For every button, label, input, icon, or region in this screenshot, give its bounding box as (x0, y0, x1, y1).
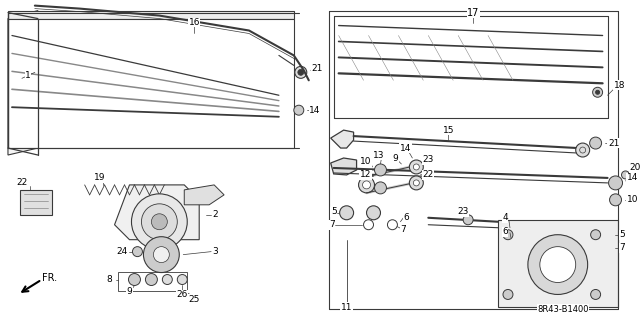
Text: 9: 9 (127, 287, 132, 296)
Text: 26: 26 (177, 290, 188, 299)
Text: 12: 12 (360, 170, 371, 180)
Text: 5: 5 (620, 230, 625, 239)
Polygon shape (8, 11, 38, 155)
Text: 2: 2 (212, 210, 218, 219)
Text: 22: 22 (16, 178, 28, 187)
Text: 22: 22 (422, 170, 434, 180)
Text: 14: 14 (400, 144, 411, 152)
Circle shape (154, 247, 170, 263)
Polygon shape (184, 185, 224, 205)
Text: 24: 24 (116, 247, 127, 256)
Circle shape (593, 87, 603, 97)
Text: 17: 17 (467, 8, 479, 18)
Circle shape (596, 90, 600, 94)
Bar (20, 190, 52, 215)
Text: 25: 25 (189, 295, 200, 304)
Text: 9: 9 (392, 153, 398, 162)
Circle shape (295, 66, 307, 78)
Circle shape (609, 176, 623, 190)
Text: 16: 16 (188, 18, 200, 27)
Circle shape (163, 275, 172, 285)
Circle shape (129, 274, 140, 286)
Text: 21: 21 (311, 64, 323, 73)
Text: 23: 23 (422, 155, 434, 165)
Text: 15: 15 (442, 126, 454, 135)
Circle shape (503, 289, 513, 300)
Circle shape (609, 194, 621, 206)
Text: 3: 3 (212, 247, 218, 256)
Circle shape (340, 206, 353, 220)
Circle shape (177, 275, 188, 285)
Circle shape (413, 180, 419, 186)
Circle shape (131, 194, 188, 250)
Text: 6: 6 (403, 213, 409, 222)
Text: 5: 5 (331, 207, 337, 216)
Circle shape (294, 105, 304, 115)
Circle shape (503, 230, 513, 240)
Text: 21: 21 (608, 138, 620, 148)
Polygon shape (498, 220, 618, 308)
Text: 7: 7 (620, 243, 625, 252)
Circle shape (413, 164, 419, 170)
Circle shape (298, 69, 304, 75)
Circle shape (358, 177, 374, 193)
Circle shape (364, 220, 374, 230)
Polygon shape (8, 11, 294, 19)
Circle shape (591, 230, 600, 240)
Text: 10: 10 (360, 158, 371, 167)
Circle shape (141, 204, 177, 240)
Bar (118, 271, 188, 292)
Text: FR.: FR. (42, 272, 58, 283)
Circle shape (362, 181, 371, 189)
Text: 13: 13 (372, 151, 384, 160)
Circle shape (621, 171, 630, 179)
Circle shape (576, 143, 589, 157)
Polygon shape (115, 185, 199, 240)
Circle shape (463, 215, 473, 225)
Circle shape (387, 220, 397, 230)
Text: 8R43-B1400: 8R43-B1400 (537, 305, 589, 314)
Text: 14: 14 (309, 106, 321, 115)
Circle shape (528, 235, 588, 294)
Text: 1: 1 (25, 71, 31, 80)
Circle shape (374, 164, 387, 176)
Text: 23: 23 (458, 207, 469, 216)
Text: 11: 11 (341, 303, 353, 312)
Text: 7: 7 (329, 220, 335, 229)
Circle shape (374, 182, 387, 194)
Circle shape (540, 247, 576, 283)
Circle shape (152, 214, 167, 230)
Text: 20: 20 (630, 163, 640, 173)
Text: 7: 7 (401, 225, 406, 234)
Circle shape (591, 289, 600, 300)
Polygon shape (331, 158, 356, 175)
Circle shape (410, 176, 423, 190)
Text: 6: 6 (502, 227, 508, 236)
Text: 10: 10 (627, 195, 638, 204)
Circle shape (367, 206, 380, 220)
Text: 14: 14 (627, 174, 638, 182)
Text: 18: 18 (614, 81, 625, 90)
Circle shape (143, 237, 179, 272)
Polygon shape (331, 130, 353, 148)
Text: 8: 8 (107, 275, 113, 284)
Polygon shape (8, 19, 294, 148)
Circle shape (145, 274, 157, 286)
Text: 4: 4 (502, 213, 508, 222)
Text: 19: 19 (94, 174, 106, 182)
Circle shape (410, 160, 423, 174)
Circle shape (132, 247, 143, 256)
Circle shape (589, 137, 602, 149)
